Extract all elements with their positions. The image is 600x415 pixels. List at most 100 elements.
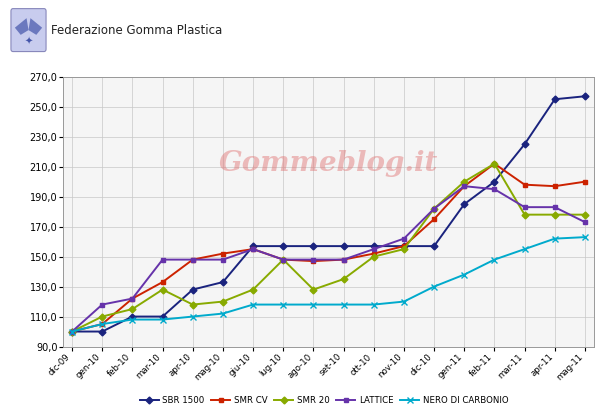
SMR CV (68, 329, 76, 334)
SMR CV (250, 247, 257, 251)
LATTICE (280, 257, 287, 262)
SBR 1500 (340, 244, 347, 249)
SMR 20 (220, 299, 227, 304)
SMR 20 (370, 254, 377, 259)
SMR 20 (491, 161, 498, 166)
NERO DI CARBONIO (280, 302, 287, 307)
SMR CV (220, 251, 227, 256)
SMR 20 (68, 329, 76, 334)
Polygon shape (29, 18, 42, 35)
NERO DI CARBONIO (220, 311, 227, 316)
SMR 20 (581, 212, 589, 217)
Polygon shape (15, 18, 29, 35)
NERO DI CARBONIO (461, 272, 468, 277)
SMR 20 (189, 302, 196, 307)
SMR CV (129, 296, 136, 301)
Line: LATTICE: LATTICE (70, 184, 587, 334)
SMR 20 (98, 314, 106, 319)
SBR 1500 (280, 244, 287, 249)
SMR 20 (400, 247, 407, 251)
SMR 20 (461, 179, 468, 184)
LATTICE (159, 257, 166, 262)
LATTICE (400, 236, 407, 241)
Line: NERO DI CARBONIO: NERO DI CARBONIO (68, 234, 589, 335)
NERO DI CARBONIO (68, 329, 76, 334)
SMR CV (189, 257, 196, 262)
SMR 20 (430, 206, 437, 211)
NERO DI CARBONIO (400, 299, 407, 304)
SMR 20 (280, 257, 287, 262)
Line: SBR 1500: SBR 1500 (70, 94, 587, 334)
SBR 1500 (491, 179, 498, 184)
LATTICE (461, 184, 468, 189)
SMR CV (581, 179, 589, 184)
LATTICE (370, 247, 377, 251)
SBR 1500 (521, 142, 528, 146)
LATTICE (189, 257, 196, 262)
LATTICE (98, 302, 106, 307)
SMR CV (280, 257, 287, 262)
NERO DI CARBONIO (551, 236, 559, 241)
SBR 1500 (400, 244, 407, 249)
NERO DI CARBONIO (159, 317, 166, 322)
SMR CV (521, 182, 528, 187)
SBR 1500 (220, 280, 227, 285)
SMR CV (400, 244, 407, 249)
SMR 20 (340, 276, 347, 281)
LATTICE (581, 220, 589, 225)
SBR 1500 (189, 287, 196, 292)
SBR 1500 (461, 202, 468, 207)
Text: Gommeblog.it: Gommeblog.it (219, 149, 438, 177)
SMR 20 (551, 212, 559, 217)
LATTICE (491, 187, 498, 192)
SBR 1500 (129, 314, 136, 319)
SMR CV (430, 217, 437, 222)
NERO DI CARBONIO (250, 302, 257, 307)
NERO DI CARBONIO (310, 302, 317, 307)
NERO DI CARBONIO (129, 317, 136, 322)
Line: SMR 20: SMR 20 (70, 161, 587, 334)
Text: ✦: ✦ (25, 37, 32, 47)
SBR 1500 (159, 314, 166, 319)
FancyBboxPatch shape (11, 9, 46, 51)
SMR CV (551, 184, 559, 189)
SMR CV (340, 257, 347, 262)
SBR 1500 (250, 244, 257, 249)
LATTICE (430, 206, 437, 211)
SMR CV (98, 322, 106, 327)
SBR 1500 (430, 244, 437, 249)
NERO DI CARBONIO (581, 234, 589, 239)
SMR 20 (250, 287, 257, 292)
SMR 20 (310, 287, 317, 292)
LATTICE (220, 257, 227, 262)
NERO DI CARBONIO (340, 302, 347, 307)
SMR CV (491, 161, 498, 166)
SMR CV (159, 280, 166, 285)
NERO DI CARBONIO (430, 284, 437, 289)
Text: Federazione Gomma Plastica: Federazione Gomma Plastica (51, 24, 222, 37)
SMR 20 (159, 287, 166, 292)
NERO DI CARBONIO (98, 322, 106, 327)
LATTICE (250, 247, 257, 251)
SBR 1500 (98, 329, 106, 334)
LATTICE (68, 329, 76, 334)
SMR 20 (129, 307, 136, 312)
NERO DI CARBONIO (370, 302, 377, 307)
SBR 1500 (68, 329, 76, 334)
SBR 1500 (551, 97, 559, 102)
LATTICE (340, 257, 347, 262)
LATTICE (521, 205, 528, 210)
SMR CV (370, 251, 377, 256)
Line: SMR CV: SMR CV (70, 161, 587, 334)
NERO DI CARBONIO (491, 257, 498, 262)
SMR CV (310, 259, 317, 264)
NERO DI CARBONIO (521, 247, 528, 251)
SBR 1500 (581, 94, 589, 99)
LATTICE (310, 257, 317, 262)
SBR 1500 (370, 244, 377, 249)
SMR 20 (521, 212, 528, 217)
SBR 1500 (310, 244, 317, 249)
SMR CV (461, 184, 468, 189)
NERO DI CARBONIO (189, 314, 196, 319)
LATTICE (551, 205, 559, 210)
